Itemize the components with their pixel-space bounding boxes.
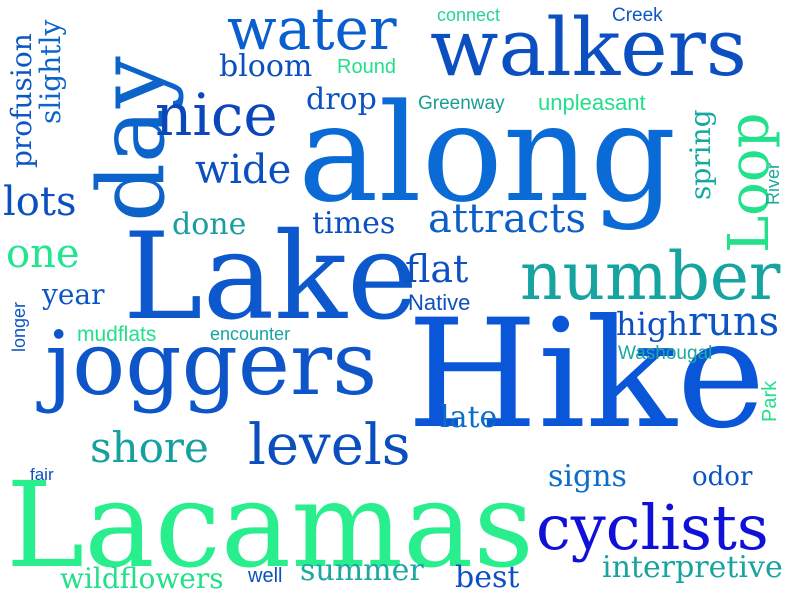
word-flat: flat [405,247,469,291]
word-high: high [616,305,688,343]
word-nice: nice [155,81,278,149]
word-shore: shore [90,423,209,472]
word-encounter: encounter [210,324,291,344]
word-number: number [520,238,781,315]
word-mudflats: mudflats [77,323,157,346]
word-late: late [440,400,498,435]
word-drop: drop [306,82,377,117]
word-runs: runs [688,299,780,345]
word-slightly: slightly [34,19,67,124]
word-greenway: Greenway [418,93,505,114]
word-fair: fair [30,465,54,484]
word-creek: Creek [612,5,663,26]
word-joggers: joggers [45,312,378,415]
word-interpretive: interpretive [602,550,783,585]
word-done: done [172,207,247,242]
word-native: Native [408,290,471,315]
word-unpleasant: unpleasant [538,90,646,115]
word-lake: Lake [123,208,418,347]
word-along: along [298,75,677,232]
word-well: well [248,565,283,587]
word-summer: summer [300,553,424,588]
word-river: River [763,162,783,205]
word-levels: levels [248,413,411,478]
word-attracts: attracts [428,196,586,242]
word-times: times [312,206,396,241]
word-walkers: walkers [430,1,747,94]
word-round: Round [337,56,396,78]
word-signs: signs [548,459,627,494]
word-washougal: Washougal [618,343,713,364]
word-profusion: profusion [5,33,38,168]
word-wide: wide [195,147,292,193]
word-year: year [42,278,105,311]
word-hike: Hike [407,288,766,462]
word-connect: connect [437,5,501,25]
word-one: one [6,231,80,277]
word-odor: odor [692,462,753,492]
word-bloom: bloom [219,49,313,84]
word-spring: spring [684,109,717,200]
word-cyclists: cyclists [536,491,769,564]
word-lots: lots [3,179,77,225]
word-water: water [227,0,397,63]
word-longer: longer [9,301,29,352]
word-park: Park [759,380,781,422]
word-wildflowers: wildflowers [60,562,224,595]
word-lacamas: Lacamas [6,456,534,594]
word-best: best [455,560,520,595]
